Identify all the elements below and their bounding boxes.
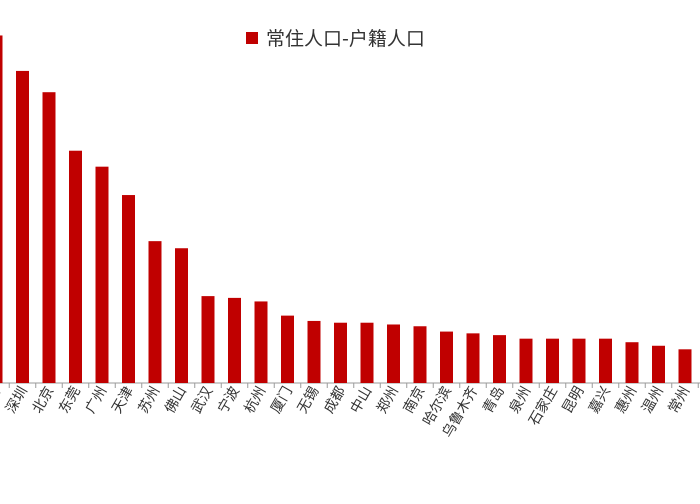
bar [95,166,109,383]
x-tick-label: 中山 [348,384,376,416]
x-tick-label: 无锡 [295,384,323,416]
x-tick-label: 东莞 [56,384,84,416]
bar [254,301,268,383]
x-tick-label: 常州 [666,384,694,416]
bar [678,349,692,383]
bar [387,324,400,383]
legend: 常住人口-户籍人口 [246,24,425,51]
bar [493,335,506,383]
bar [175,248,188,383]
bar [572,338,586,383]
x-tick-label: 郑州 [374,384,402,416]
x-tick-label: 嘉兴 [586,384,614,416]
x-tick-label: 广州 [83,384,111,416]
x-tick-label: 宁波 [214,384,243,417]
x-tick-label: 杭州 [242,384,270,416]
x-tick-label: 惠州 [613,384,641,416]
x-tick-label: 北京 [30,384,58,416]
x-tick-label: 温州 [639,384,667,416]
bar [519,338,533,383]
bar [148,241,162,383]
bar [0,35,3,384]
bar [201,296,215,383]
bar [413,326,427,383]
x-tick-label: 泉州 [506,384,535,417]
x-tick-label: 武汉 [189,384,217,416]
legend-swatch [246,31,258,44]
x-tick-label: 深圳 [3,384,31,416]
x-tick-label: 青岛 [480,384,508,416]
bar [599,338,612,383]
x-tick-label: 苏州 [136,384,164,416]
bar [360,322,374,383]
bar [625,342,639,383]
bar [440,331,453,383]
x-tick-label: 天津 [109,384,137,416]
bar [122,195,135,383]
bar [281,315,294,383]
bar [652,345,665,383]
bar [466,333,480,383]
x-tick-label: 上海 [0,384,4,416]
x-tick-label: 厦门 [268,384,296,416]
x-tick-label: 昆明 [560,384,588,416]
bar [228,297,241,383]
bar [334,322,347,383]
bar [69,150,82,383]
bar [16,70,29,383]
bar [307,320,321,383]
legend-label: 常住人口-户籍人口 [266,28,425,50]
x-tick-label: 成都 [321,384,349,416]
bar [546,338,559,383]
x-tick-label: 佛山 [162,384,190,416]
bar [42,92,56,383]
